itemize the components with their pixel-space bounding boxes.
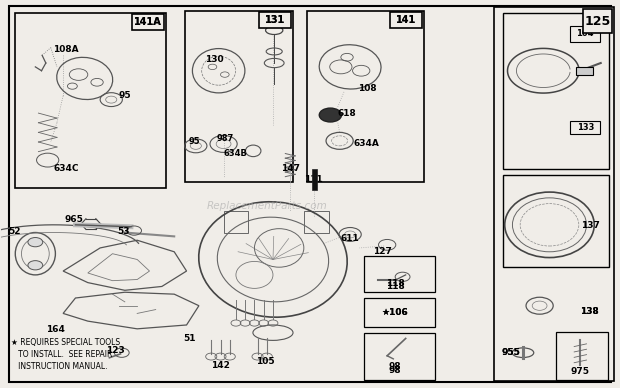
Text: 141: 141 — [396, 15, 416, 25]
Bar — [389, 12, 422, 28]
Text: 95: 95 — [188, 137, 200, 146]
Text: 118: 118 — [386, 279, 405, 288]
Bar — [365, 256, 435, 292]
Bar — [307, 11, 424, 182]
Text: 98: 98 — [389, 362, 402, 371]
Text: 123: 123 — [106, 346, 125, 355]
Text: 142: 142 — [211, 361, 230, 370]
Text: 955: 955 — [501, 348, 520, 357]
Text: 634B: 634B — [224, 149, 248, 158]
Bar — [576, 67, 593, 74]
Text: 611: 611 — [341, 234, 360, 243]
Bar — [570, 26, 600, 42]
Text: 51: 51 — [184, 334, 196, 343]
Bar — [224, 211, 248, 232]
Text: 127: 127 — [373, 246, 392, 256]
Text: ReplacementParts.com: ReplacementParts.com — [206, 201, 327, 211]
Text: 52: 52 — [9, 227, 21, 236]
Circle shape — [28, 261, 43, 270]
Bar — [365, 298, 435, 327]
Text: 118: 118 — [386, 282, 405, 291]
Text: 634C: 634C — [53, 165, 79, 173]
Bar — [556, 331, 608, 380]
Circle shape — [319, 108, 342, 122]
Text: 138: 138 — [580, 307, 598, 316]
Text: 131: 131 — [265, 15, 285, 25]
Text: 108A: 108A — [53, 45, 79, 54]
Text: 125: 125 — [585, 14, 611, 28]
Text: 98: 98 — [389, 366, 402, 375]
Bar — [304, 211, 329, 232]
Text: 987: 987 — [217, 133, 234, 143]
Circle shape — [28, 237, 43, 247]
Text: 955: 955 — [501, 348, 520, 357]
Text: 164: 164 — [46, 325, 65, 334]
Text: 965: 965 — [64, 215, 84, 223]
Text: 975: 975 — [571, 367, 590, 376]
Text: 105: 105 — [256, 357, 275, 366]
Text: 108: 108 — [358, 83, 377, 93]
Bar — [365, 333, 435, 380]
Text: 130: 130 — [205, 55, 224, 64]
Text: 141A: 141A — [134, 17, 162, 27]
Text: ★106: ★106 — [382, 308, 409, 317]
Bar — [503, 175, 609, 267]
Text: 618: 618 — [338, 109, 356, 118]
Text: 137: 137 — [582, 221, 600, 230]
Text: ★ REQUIRES SPECIAL TOOLS
   TO INSTALL.  SEE REPAIR
   INSTRUCTION MANUAL.: ★ REQUIRES SPECIAL TOOLS TO INSTALL. SEE… — [11, 338, 120, 371]
Text: 141: 141 — [396, 15, 416, 25]
Text: 131: 131 — [265, 15, 285, 25]
Bar — [503, 13, 609, 169]
Bar — [312, 169, 317, 190]
Bar — [259, 12, 291, 28]
Bar — [494, 7, 614, 381]
Bar — [131, 14, 164, 30]
Bar — [15, 13, 166, 188]
Text: 634A: 634A — [354, 139, 379, 149]
Bar — [570, 121, 600, 134]
Bar — [185, 11, 293, 182]
Text: 53: 53 — [117, 227, 130, 236]
Text: 141A: 141A — [134, 17, 162, 27]
Text: 95: 95 — [118, 91, 131, 100]
Text: 133: 133 — [577, 123, 594, 132]
Text: 138: 138 — [580, 307, 598, 316]
Text: ★106: ★106 — [382, 308, 409, 317]
Text: 147: 147 — [281, 165, 299, 173]
Text: 111: 111 — [304, 175, 323, 184]
Text: 104: 104 — [577, 29, 594, 38]
Bar — [583, 9, 613, 33]
